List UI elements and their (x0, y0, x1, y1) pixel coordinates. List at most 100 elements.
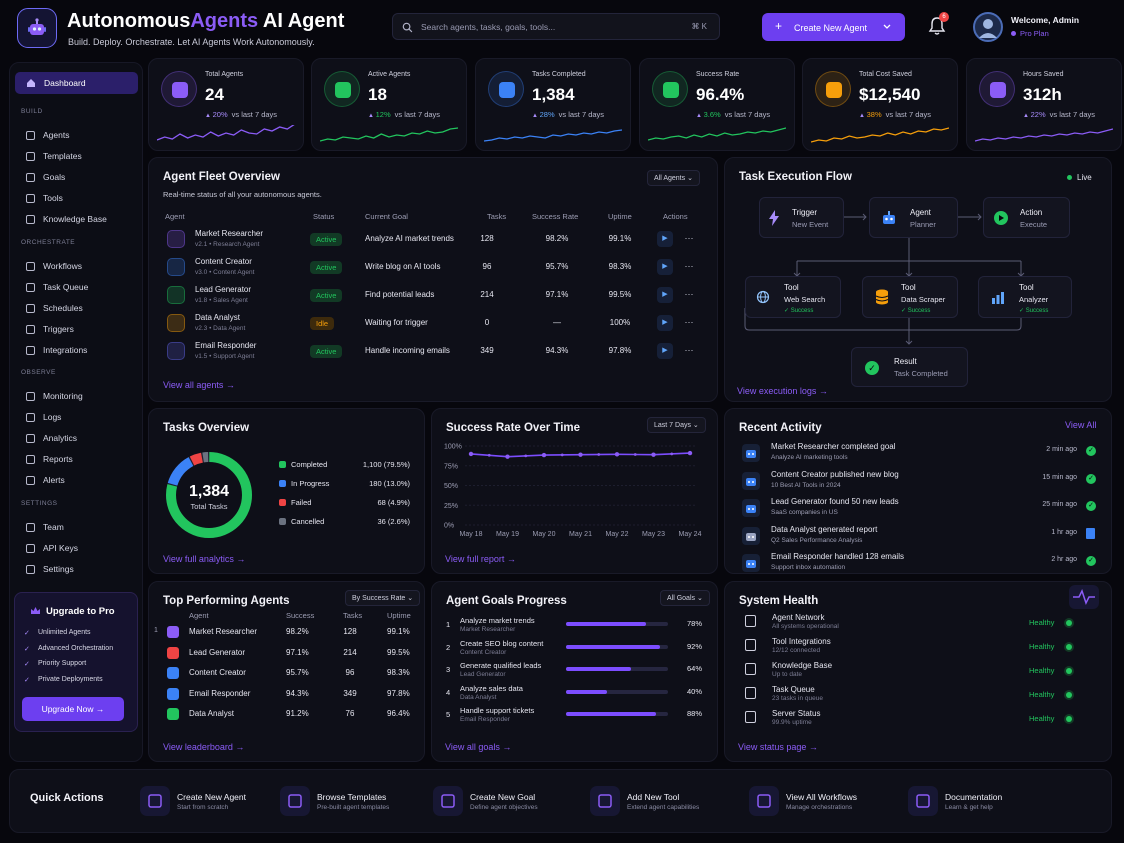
more-options-icon[interactable]: ··· (684, 317, 694, 327)
flow-node-agent[interactable]: Agent Planner (869, 197, 958, 238)
view-full-report-link[interactable]: View full report → (445, 554, 516, 564)
flow-node-tool-web-search[interactable]: Tool Web Search ✓ Success (745, 276, 841, 318)
create-new-agent-button[interactable]: + Create New Agent (762, 13, 905, 41)
sidebar-item-goals[interactable]: Goals (15, 166, 138, 188)
agent-name[interactable]: Market Researcher (195, 229, 264, 238)
sidebar-item-alerts[interactable]: Alerts (15, 469, 138, 491)
flow-node-trigger[interactable]: Trigger New Event (759, 197, 844, 238)
sidebar-item-monitoring[interactable]: Monitoring (15, 385, 138, 407)
data-point[interactable] (468, 451, 474, 457)
sidebar-item-integrations[interactable]: Integrations (15, 339, 138, 361)
data-point[interactable] (578, 452, 583, 457)
health-status: Healthy (1029, 690, 1055, 699)
data-point[interactable] (687, 450, 693, 456)
goal-number: 1 (446, 620, 451, 629)
trend-up-icon: ▲ (205, 113, 213, 119)
success-chart-filter[interactable]: Last 7 Days ⌄ (647, 417, 706, 433)
quick-action-add-new-tool[interactable]: Add New Tool Extend agent capabilities (590, 786, 740, 816)
agent-robot-icon (167, 230, 185, 248)
sidebar-item-workflows[interactable]: Workflows (15, 255, 138, 277)
quick-action-documentation[interactable]: Documentation Learn & get help (908, 786, 1058, 816)
goal-icon (433, 786, 463, 816)
sidebar-item-api-keys[interactable]: API Keys (15, 537, 138, 559)
quick-action-subtitle: Extend agent capabilities (627, 804, 700, 811)
more-options-icon[interactable]: ··· (684, 345, 694, 355)
agent-name[interactable]: Market Researcher (189, 627, 258, 636)
data-point[interactable] (614, 452, 620, 457)
agent-success: 97.1% (286, 647, 309, 657)
play-icon[interactable]: ▶ (657, 231, 673, 247)
sidebar-item-triggers[interactable]: Triggers (15, 318, 138, 340)
stat-change: ▲ 12% vs last 7 days (368, 110, 441, 119)
upgrade-now-button[interactable]: Upgrade Now → (22, 697, 124, 721)
agent-name[interactable]: Email Responder (195, 341, 257, 350)
view-execution-logs-link[interactable]: View execution logs → (737, 386, 828, 396)
sidebar-item-tools[interactable]: Tools (15, 187, 138, 209)
play-icon[interactable]: ▶ (657, 315, 673, 331)
sparkline (811, 127, 949, 143)
stat-label: Tasks Completed (532, 71, 586, 78)
more-options-icon[interactable]: ··· (684, 289, 694, 299)
status-badge: Idle (310, 317, 335, 330)
play-icon[interactable]: ▶ (657, 259, 673, 275)
data-point[interactable] (505, 454, 510, 459)
flow-node-tool-analyzer[interactable]: Tool Analyzer ✓ Success (978, 276, 1072, 318)
agent-name[interactable]: Lead Generator (189, 647, 246, 657)
search-input[interactable]: Search agents, tasks, goals, tools... ⌘ … (392, 13, 720, 40)
col-tasks: Tasks (343, 611, 363, 620)
view-full-analytics-link[interactable]: View full analytics → (163, 554, 246, 564)
sidebar-item-schedules[interactable]: Schedules (15, 297, 138, 319)
agent-name[interactable]: Content Creator (189, 668, 246, 677)
health-item-detail: 99.9% uptime (772, 719, 812, 726)
flow-node-tool-data-scraper[interactable]: Tool Data Scraper ✓ Success (862, 276, 958, 318)
quick-action-view-all-workflows[interactable]: View All Workflows Manage orchestrations (749, 786, 899, 816)
view-leaderboard-link[interactable]: View leaderboard → (163, 742, 245, 752)
agent-name[interactable]: Lead Generator (195, 285, 252, 294)
quick-action-create-new-goal[interactable]: Create New Goal Define agent objectives (433, 786, 583, 816)
sidebar-item-logs[interactable]: Logs (15, 406, 138, 428)
more-options-icon[interactable]: ··· (684, 233, 694, 243)
view-all-goals-link[interactable]: View all goals → (445, 742, 512, 752)
robot-icon (742, 499, 760, 517)
agent-name[interactable]: Content Creator (195, 257, 252, 266)
sidebar-item-analytics[interactable]: Analytics (15, 427, 138, 449)
top-agents-filter[interactable]: By Success Rate ⌄ (345, 590, 421, 606)
sidebar-item-agents[interactable]: Agents (15, 124, 138, 146)
flow-node-action[interactable]: Action Execute (983, 197, 1070, 238)
sidebar-item-task-queue[interactable]: Task Queue (15, 276, 138, 298)
sidebar-item-dashboard[interactable]: Dashboard (15, 72, 138, 94)
quick-action-create-new-agent[interactable]: Create New Agent Start from scratch (140, 786, 290, 816)
agent-success-rate: 94.3% (545, 346, 569, 355)
more-options-icon[interactable]: ··· (684, 261, 694, 271)
data-point[interactable] (541, 452, 547, 458)
tasks-overview-title: Tasks Overview (163, 422, 250, 434)
status-badge: Active (310, 345, 343, 358)
sidebar-item-settings[interactable]: Settings (15, 558, 138, 580)
data-point[interactable] (651, 452, 656, 457)
sidebar-item-knowledge-base[interactable]: Knowledge Base (15, 208, 138, 230)
view-all-agents-link[interactable]: View all agents → (163, 380, 235, 390)
agent-name[interactable]: Email Responder (189, 688, 251, 698)
agent-name[interactable]: Data Analyst (195, 313, 240, 322)
play-icon[interactable]: ▶ (657, 343, 673, 359)
view-status-page-link[interactable]: View status page → (738, 742, 818, 752)
quick-action-browse-templates[interactable]: Browse Templates Pre-built agent template… (280, 786, 430, 816)
quick-action-title: View All Workflows (786, 792, 858, 802)
avatar[interactable] (973, 12, 1003, 42)
play-icon[interactable]: ▶ (657, 287, 673, 303)
sidebar-item-templates[interactable]: Templates (15, 145, 138, 167)
sidebar-item-team[interactable]: Team (15, 516, 138, 538)
sidebar-item-reports[interactable]: Reports (15, 448, 138, 470)
trend-up-icon: ▲ (368, 113, 376, 119)
col-agent: Agent (165, 212, 185, 221)
robot-icon (28, 18, 46, 35)
stat-value: 18 (368, 85, 387, 104)
agent-uptime: 99.1% (608, 234, 632, 243)
goals-filter[interactable]: All Goals ⌄ (660, 590, 710, 606)
notifications-button[interactable]: 6 (928, 12, 949, 41)
agent-name[interactable]: Data Analyst (189, 709, 234, 718)
agent-version: v3.0 • Content Agent (195, 269, 255, 276)
flow-node-result[interactable]: ✓ Result Task Completed (851, 347, 968, 387)
fleet-filter-select[interactable]: All Agents ⌄ (647, 170, 700, 186)
view-all-activity-link[interactable]: View All (1065, 420, 1097, 430)
